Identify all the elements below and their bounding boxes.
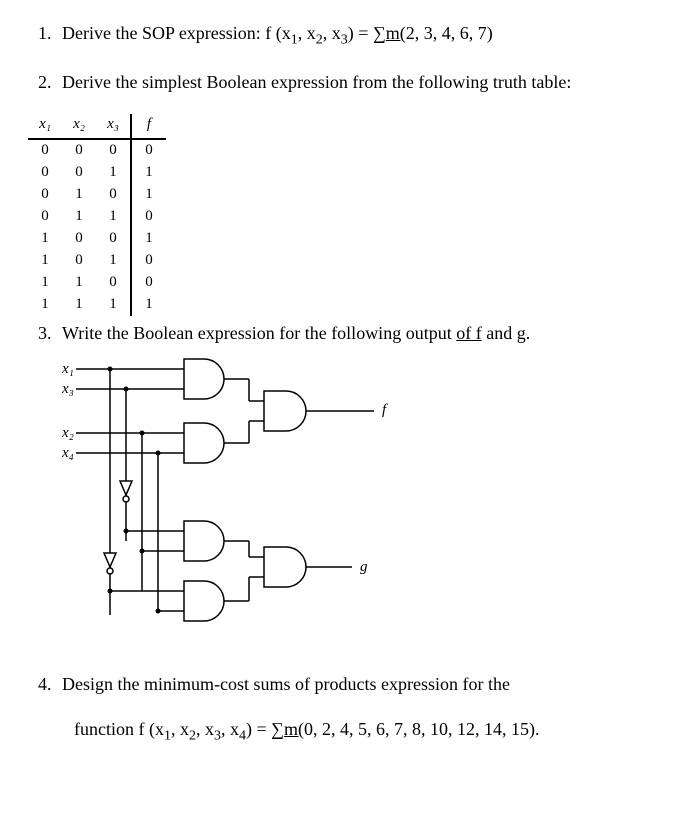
q4-m2: , x [196,719,214,739]
th-x2: x₂ [62,114,96,139]
cell: 0 [131,139,166,162]
truth-header-row: x₁ x₂ x₃ f [28,114,166,139]
label-f: f [382,402,388,418]
q4-fn-pre: function f (x [74,719,164,739]
q1-prefix: Derive the SOP expression: f (x [62,23,291,43]
cell: 1 [96,250,131,272]
cell: 0 [131,250,166,272]
question-3: Write the Boolean expression for the fol… [56,320,668,653]
cell: 0 [62,139,96,162]
cell: 1 [62,184,96,206]
q1-text: Derive the SOP expression: f (x1, x2, x3… [62,23,493,43]
q4-m: m( [284,719,304,739]
q2-text: Derive the simplest Boolean expression f… [62,72,571,92]
cell: 1 [131,294,166,316]
question-list: Derive the SOP expression: f (x1, x2, x3… [28,20,668,96]
q4-sigma-m: ∑m( [271,719,304,739]
truth-row: 0011 [28,162,166,184]
q4-m3: , x [221,719,239,739]
cell: 1 [131,162,166,184]
label-x1: x₁ [61,361,74,377]
q1-eq: ) = [348,23,373,43]
cell: 0 [28,162,62,184]
cell: 0 [28,184,62,206]
truth-table: x₁ x₂ x₃ f 0000 0011 0101 0110 1001 1010… [28,114,166,316]
cell: 0 [96,139,131,162]
q4-line1: Design the minimum-cost sums of products… [62,674,510,694]
q4-line2: function f (x1, x2, x3, x4) = ∑m(0, 2, 4… [74,716,668,747]
cell: 1 [62,272,96,294]
question-4: Design the minimum-cost sums of products… [56,671,668,747]
truth-row: 1111 [28,294,166,316]
q4-s3: 3 [214,728,221,743]
cell: 0 [62,162,96,184]
q4-m1: , x [171,719,189,739]
truth-row: 1001 [28,228,166,250]
cell: 0 [96,272,131,294]
cell: 1 [28,272,62,294]
cell: 0 [28,206,62,228]
q4-s2: 2 [189,728,196,743]
q3-pre: Write the Boolean expression for the fol… [62,323,456,343]
label-g: g [360,559,368,575]
q1-sub2: 2 [316,33,323,48]
th-x1: x₁ [28,114,62,139]
question-list-cont: Write the Boolean expression for the fol… [28,320,668,747]
q4-minterms: 0, 2, 4, 5, 6, 7, 8, 10, 12, 14, 15). [304,719,540,739]
q4-s4: 4 [239,728,246,743]
truth-row: 0110 [28,206,166,228]
cell: 0 [131,272,166,294]
cell: 1 [96,206,131,228]
truth-row: 1010 [28,250,166,272]
q1-sub1: 1 [291,33,298,48]
truth-body: 0000 0011 0101 0110 1001 1010 1100 1111 [28,139,166,316]
sigma-sym2: ∑ [271,719,284,739]
cell: 0 [28,139,62,162]
q1-sigma-m: ∑m( [373,23,406,43]
label-x4: x₄ [61,445,74,461]
q1-m: m( [386,23,406,43]
cell: 1 [131,228,166,250]
label-x3: x₃ [61,381,74,397]
sigma-sym: ∑ [373,23,386,43]
q3-of-f: of f [456,323,482,343]
label-x2: x₂ [61,425,74,441]
q4-eq: ) = [246,719,271,739]
truth-row: 1100 [28,272,166,294]
q1-mid1: , x [298,23,316,43]
q1-minterms: 2, 3, 4, 6, 7) [406,23,493,43]
truth-row: 0000 [28,139,166,162]
cell: 1 [28,228,62,250]
q1-sub3: 3 [341,33,348,48]
cell: 0 [96,228,131,250]
question-1: Derive the SOP expression: f (x1, x2, x3… [56,20,668,51]
cell: 1 [28,250,62,272]
q3-text: Write the Boolean expression for the fol… [62,323,530,343]
cell: 1 [62,294,96,316]
cell: 0 [96,184,131,206]
circuit-diagram: x₁ x₃ x₂ x₄ f g [54,355,668,653]
q3-and: and g. [482,323,531,343]
cell: 0 [62,250,96,272]
th-x3: x₃ [96,114,131,139]
question-2: Derive the simplest Boolean expression f… [56,69,668,96]
cell: 1 [62,206,96,228]
truth-row: 0101 [28,184,166,206]
cell: 1 [131,184,166,206]
cell: 1 [96,162,131,184]
q4-s1: 1 [164,728,171,743]
q1-mid2: , x [323,23,341,43]
cell: 0 [62,228,96,250]
cell: 1 [28,294,62,316]
cell: 0 [131,206,166,228]
cell: 1 [96,294,131,316]
th-f: f [131,114,166,139]
